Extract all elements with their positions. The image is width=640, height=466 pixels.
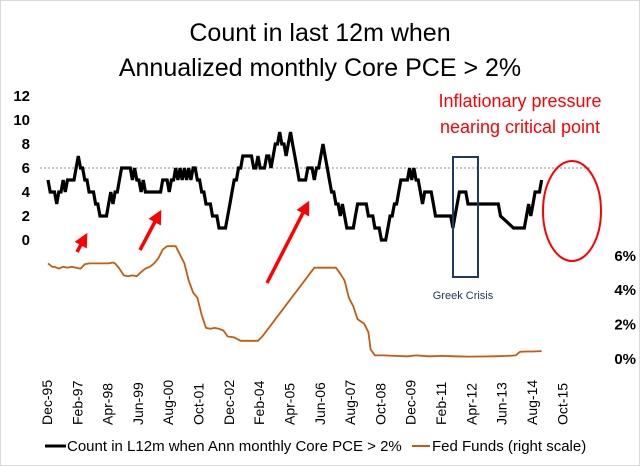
- x-tick-label: Dec-02: [221, 380, 237, 425]
- x-tick-label: Apr-12: [463, 383, 479, 425]
- annotation-greek-crisis: Greek Crisis: [433, 290, 494, 302]
- x-tick-label: Aug-07: [342, 380, 358, 425]
- x-tick-label: Oct-08: [372, 383, 388, 425]
- left-axis: 0 2 4 6 8 10 12: [13, 88, 30, 249]
- x-tick-label: Oct-01: [191, 383, 207, 425]
- y-right-tick-label: 2%: [614, 317, 636, 334]
- y-right-tick-label: 6%: [614, 248, 636, 265]
- x-tick-label: Feb-04: [251, 380, 267, 425]
- x-tick-label: Aug-14: [524, 380, 540, 425]
- chart-title-line-2: Annualized monthly Core PCE > 2%: [119, 54, 521, 82]
- arrow-up-1: [74, 232, 88, 253]
- chart-title-line-1: Count in last 12m when: [189, 19, 450, 47]
- y-left-tick-label: 6: [22, 160, 30, 177]
- x-tick-label: Dec-95: [39, 380, 55, 425]
- critical-point-ellipse: [542, 160, 602, 262]
- x-tick-label: Jun-99: [130, 382, 146, 425]
- y-right-tick-label: 0%: [614, 351, 636, 368]
- x-tick-label: Feb-97: [69, 380, 85, 425]
- y-left-tick-label: 4: [22, 184, 31, 201]
- x-axis: Dec-95 Feb-97 Apr-98 Jun-99 Aug-00 Oct-01 Dec-…: [39, 380, 570, 425]
- y-left-tick-label: 8: [22, 136, 30, 153]
- x-tick-label: Apr-98: [100, 383, 116, 425]
- y-left-tick-label: 10: [13, 112, 30, 129]
- x-tick-label: Feb-11: [433, 381, 449, 425]
- x-tick-label: Oct-15: [554, 383, 570, 425]
- series-fed-funds-line: [47, 245, 542, 358]
- y-left-tick-label: 0: [22, 232, 30, 249]
- x-tick-label: Apr-05: [281, 383, 297, 425]
- arrow-up-3: [265, 200, 310, 284]
- greek-crisis-box: [452, 156, 479, 278]
- x-tick-label: Dec-09: [403, 380, 419, 425]
- right-axis: 0% 2% 4% 6%: [614, 248, 636, 368]
- annotation-nearing-critical-point: nearing critical point: [440, 117, 600, 137]
- annotation-inflationary-pressure: Inflationary pressure: [438, 91, 601, 111]
- legend-label-fed-funds: Fed Funds (right scale): [432, 438, 586, 455]
- y-left-tick-label: 12: [13, 88, 30, 105]
- x-tick-label: Aug-00: [160, 380, 176, 425]
- x-tick-label: Jun-13: [494, 382, 510, 425]
- y-left-tick-label: 2: [22, 208, 30, 225]
- x-tick-label: Jun-06: [312, 382, 328, 425]
- series-count-line: [46, 131, 544, 242]
- y-right-tick-label: 4%: [614, 282, 636, 299]
- arrow-up-2: [138, 209, 162, 251]
- legend-label-count: Count in L12m when Ann monthly Core PCE …: [67, 438, 402, 455]
